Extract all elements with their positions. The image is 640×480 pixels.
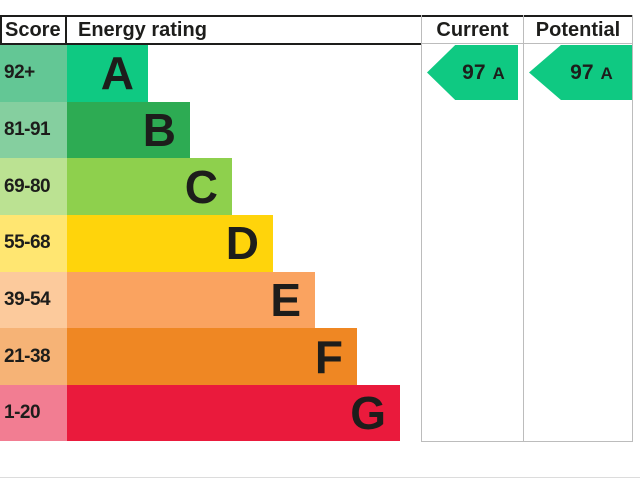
score-range-cell: 39-54 <box>0 271 67 329</box>
score-range-cell: 21-38 <box>0 328 67 385</box>
score-range-cell: 1-20 <box>0 384 67 442</box>
rating-bar-b: B <box>67 101 190 159</box>
rating-band-row-a: 92+ A <box>0 45 640 102</box>
current-rating-text: 97 A <box>440 61 505 85</box>
rating-letter: A <box>100 47 134 100</box>
rating-letter: B <box>142 103 176 156</box>
potential-rating-text: 97 A <box>548 61 613 85</box>
rating-bar-c: C <box>67 158 232 215</box>
score-range-label: 69-80 <box>4 175 51 197</box>
rating-bar-a: A <box>67 45 148 102</box>
table-right-border <box>632 15 633 442</box>
score-range-label: 92+ <box>4 62 35 84</box>
current-score-value: 97 <box>462 60 486 84</box>
rating-band-row-b: 81-91 B <box>0 101 640 159</box>
score-range-cell: 92+ <box>0 45 67 102</box>
rating-letter: D <box>225 217 259 270</box>
score-range-label: 21-38 <box>4 345 51 367</box>
table-top-border <box>0 15 633 17</box>
rating-band-row-c: 69-80 C <box>0 158 640 215</box>
score-column-header: Score <box>5 19 61 41</box>
current-column-left-divider <box>421 15 422 442</box>
score-range-label: 55-68 <box>4 232 51 254</box>
rating-bar-e: E <box>67 271 315 329</box>
score-range-cell: 81-91 <box>0 101 67 159</box>
table-bottom-border <box>421 441 633 442</box>
current-grade-letter: A <box>492 63 505 83</box>
header-underline-gray <box>421 43 633 44</box>
score-range-cell: 69-80 <box>0 158 67 215</box>
energy-rating-column-header: Energy rating <box>78 19 207 41</box>
rating-band-row-f: 21-38 F <box>0 328 640 385</box>
rating-letter: E <box>270 273 301 326</box>
score-column-divider <box>65 15 67 45</box>
header-underline-dark <box>0 43 421 45</box>
rating-letter: C <box>184 160 218 213</box>
score-range-label: 1-20 <box>4 402 41 424</box>
current-column-header: Current <box>436 19 509 41</box>
score-range-label: 81-91 <box>4 118 51 140</box>
score-range-cell: 55-68 <box>0 214 67 272</box>
rating-band-row-e: 39-54 E <box>0 271 640 329</box>
rating-band-row-g: 1-20 G <box>0 384 640 442</box>
rating-bar-d: D <box>67 214 273 272</box>
header-left-border <box>0 15 2 45</box>
potential-score-value: 97 <box>570 60 594 84</box>
rating-bar-g: G <box>67 384 400 442</box>
score-range-label: 39-54 <box>4 288 51 310</box>
potential-grade-letter: A <box>600 63 613 83</box>
rating-letter: G <box>350 387 386 440</box>
potential-column-left-divider <box>523 15 524 442</box>
potential-column-header: Potential <box>535 19 621 41</box>
rating-bar-f: F <box>67 328 357 385</box>
rating-band-row-d: 55-68 D <box>0 214 640 272</box>
rating-letter: F <box>314 330 343 383</box>
page-bottom-rule <box>0 477 640 478</box>
